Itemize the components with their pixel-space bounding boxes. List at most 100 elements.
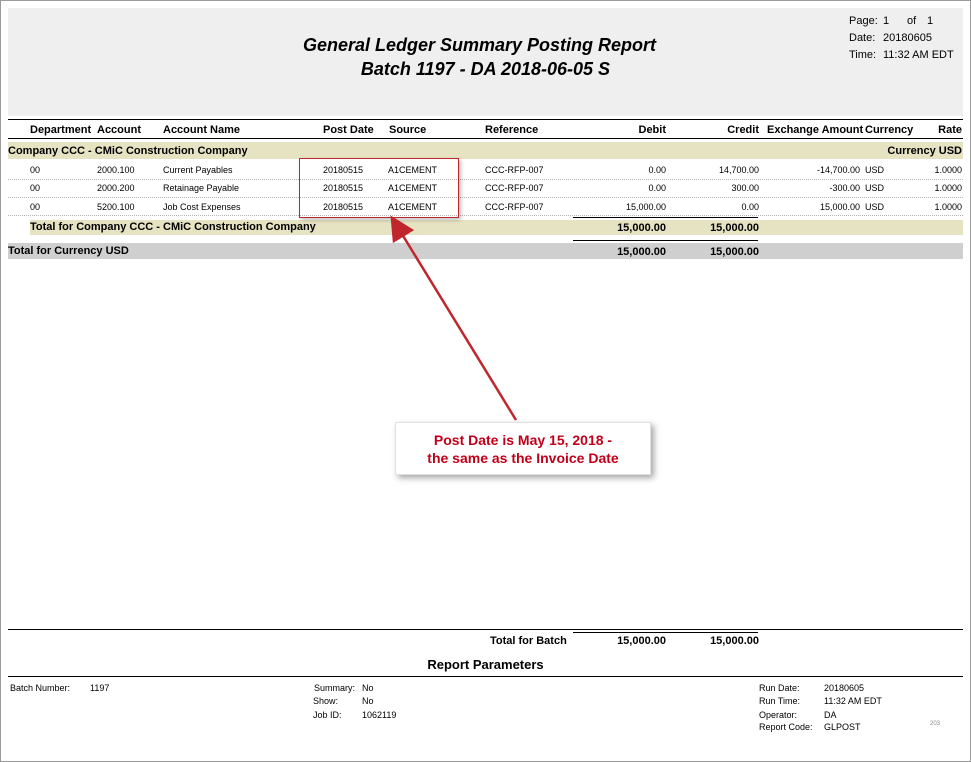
company-total-label: Total for Company CCC - CMiC Constructio… [30, 221, 316, 233]
col-currency: Currency [865, 124, 914, 136]
currency-total-band [8, 243, 963, 259]
row-reference: CCC-RFP-007 [485, 165, 544, 175]
currency-total-rule [573, 240, 758, 241]
row-rate: 1.0000 [934, 202, 962, 212]
col-source: Source [389, 124, 427, 136]
header-rule-bottom [8, 138, 963, 139]
run-date-label: Run Date: [759, 683, 800, 693]
row-exchange-amount: -300.00 [829, 183, 860, 193]
row-department: 00 [30, 202, 41, 212]
operator-label: Operator: [759, 710, 798, 720]
report-parameters-heading: Report Parameters [427, 657, 544, 672]
row-department: 00 [30, 183, 41, 193]
row-account: 2000.100 [97, 165, 135, 175]
annotation-line-2: the same as the Invoice Date [427, 450, 619, 466]
report-subtitle: Batch 1197 - DA 2018-06-05 S [360, 59, 611, 79]
header-rule-top [8, 119, 963, 120]
row-currency: USD [865, 202, 885, 212]
currency-total-debit: 15,000.00 [617, 246, 666, 258]
row-department: 00 [30, 165, 41, 175]
row-debit: 0.00 [648, 165, 666, 175]
date-value: 20180605 [883, 32, 932, 44]
run-date-value: 20180605 [824, 683, 865, 693]
row-credit: 0.00 [741, 202, 759, 212]
job-id-label: Job ID: [313, 710, 342, 720]
annotation-callout: Post Date is May 15, 2018 - the same as … [395, 422, 651, 475]
company-currency-label: Currency USD [887, 145, 962, 157]
col-account: Account [97, 124, 141, 136]
row-divider [8, 179, 963, 180]
report-title: General Ledger Summary Posting Report [302, 35, 657, 55]
row-currency: USD [865, 165, 885, 175]
post-date-highlight-box [299, 158, 459, 218]
col-exchange-amount: Exchange Amount [767, 124, 864, 136]
page-total: 1 [927, 15, 934, 27]
row-exchange-amount: -14,700.00 [816, 165, 860, 175]
report-code-value: GLPOST [824, 722, 861, 732]
show-label: Show: [313, 696, 339, 706]
time-value: 11:32 AM EDT [883, 49, 954, 61]
company-group-band [8, 142, 963, 159]
row-account: 2000.200 [97, 183, 135, 193]
batch-total-credit: 15,000.00 [710, 635, 759, 647]
page-label: Page: [849, 15, 878, 27]
batch-total-debit: 15,000.00 [617, 635, 666, 647]
col-department: Department [30, 124, 92, 136]
time-label: Time: [849, 49, 877, 61]
batch-number-value: 1197 [90, 683, 110, 693]
row-account: 5200.100 [97, 202, 135, 212]
operator-value: DA [824, 710, 837, 720]
company-total-debit: 15,000.00 [617, 222, 666, 234]
footer-page-code: 203 [930, 721, 941, 727]
page-of-label: of [907, 15, 917, 27]
row-divider [8, 197, 963, 198]
row-divider [8, 215, 963, 216]
company-total-band [30, 220, 963, 235]
report-header-band [8, 8, 963, 116]
batch-total-rule [573, 632, 758, 633]
annotation-line-1: Post Date is May 15, 2018 - [433, 432, 613, 448]
batch-rule-top [8, 629, 963, 630]
row-rate: 1.0000 [934, 165, 962, 175]
row-debit: 15,000.00 [625, 202, 666, 212]
col-reference: Reference [485, 124, 539, 136]
row-source: A1CEMENT [388, 165, 438, 175]
row-reference: CCC-RFP-007 [485, 183, 544, 193]
row-credit: 300.00 [731, 183, 759, 193]
col-post-date: Post Date [323, 124, 374, 136]
row-credit: 14,700.00 [718, 165, 759, 175]
row-source: A1CEMENT [388, 202, 438, 212]
row-debit: 0.00 [648, 183, 666, 193]
row-exchange-amount: 15,000.00 [819, 202, 860, 212]
job-id-value: 1062119 [362, 710, 397, 720]
currency-total-label: Total for Currency USD [8, 245, 129, 257]
row-currency: USD [865, 183, 885, 193]
date-label: Date: [849, 32, 876, 44]
row-account-name: Job Cost Expenses [163, 202, 241, 212]
row-account-name: Current Payables [163, 165, 233, 175]
col-debit: Debit [638, 124, 667, 136]
run-time-value: 11:32 AM EDT [824, 696, 882, 706]
batch-number-label: Batch Number: [10, 683, 71, 693]
summary-value: No [362, 683, 374, 693]
row-reference: CCC-RFP-007 [485, 202, 544, 212]
company-total-credit: 15,000.00 [710, 222, 759, 234]
col-rate: Rate [938, 124, 962, 136]
row-post-date: 20180515 [323, 165, 364, 175]
company-group-label: Company CCC - CMiC Construction Company [8, 145, 248, 157]
parameters-rule [8, 676, 963, 677]
row-account-name: Retainage Payable [163, 183, 240, 193]
row-post-date: 20180515 [323, 202, 364, 212]
report-code-label: Report Code: [759, 722, 813, 732]
summary-label: Summary: [313, 683, 355, 693]
row-post-date: 20180515 [323, 183, 364, 193]
col-account-name: Account Name [163, 124, 241, 136]
currency-total-credit: 15,000.00 [710, 246, 759, 258]
show-value: No [362, 696, 374, 706]
col-credit: Credit [727, 124, 759, 136]
page-number: 1 [883, 15, 890, 27]
run-time-label: Run Time: [759, 696, 801, 706]
row-rate: 1.0000 [934, 183, 962, 193]
subtotal-rule [573, 217, 758, 218]
